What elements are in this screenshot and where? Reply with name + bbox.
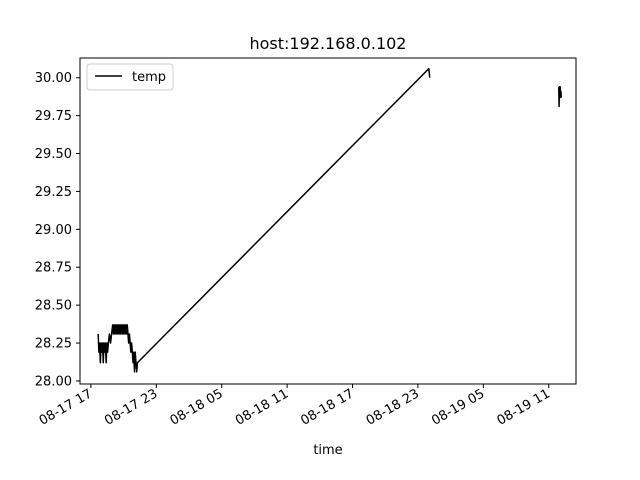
legend-box bbox=[86, 63, 174, 91]
y-tick-label: 28.50 bbox=[35, 299, 72, 314]
y-tick-label: 29.75 bbox=[35, 109, 72, 124]
y-tick-label: 29.25 bbox=[35, 185, 72, 200]
y-tick-label: 29.50 bbox=[35, 147, 72, 162]
axes-frame bbox=[79, 57, 577, 385]
series-line-segment-1 bbox=[557, 86, 563, 108]
plot-lines bbox=[97, 67, 563, 373]
y-tick-label: 30.00 bbox=[35, 71, 72, 86]
y-axis: 28.00 28.25 28.50 28.75 29.00 29.25 29.50 29.75… bbox=[35, 71, 80, 389]
y-tick-label: 28.75 bbox=[35, 261, 72, 276]
y-tick-label: 28.25 bbox=[35, 337, 72, 352]
series-line-temp bbox=[97, 67, 431, 373]
legend-label-temp: temp bbox=[132, 70, 166, 85]
chart-title: host:192.168.0.102 bbox=[250, 34, 407, 53]
y-tick-label: 29.00 bbox=[35, 223, 72, 238]
x-axis-label: time bbox=[313, 443, 342, 458]
y-tick-label: 28.00 bbox=[35, 374, 72, 389]
legend: temp bbox=[86, 63, 174, 91]
